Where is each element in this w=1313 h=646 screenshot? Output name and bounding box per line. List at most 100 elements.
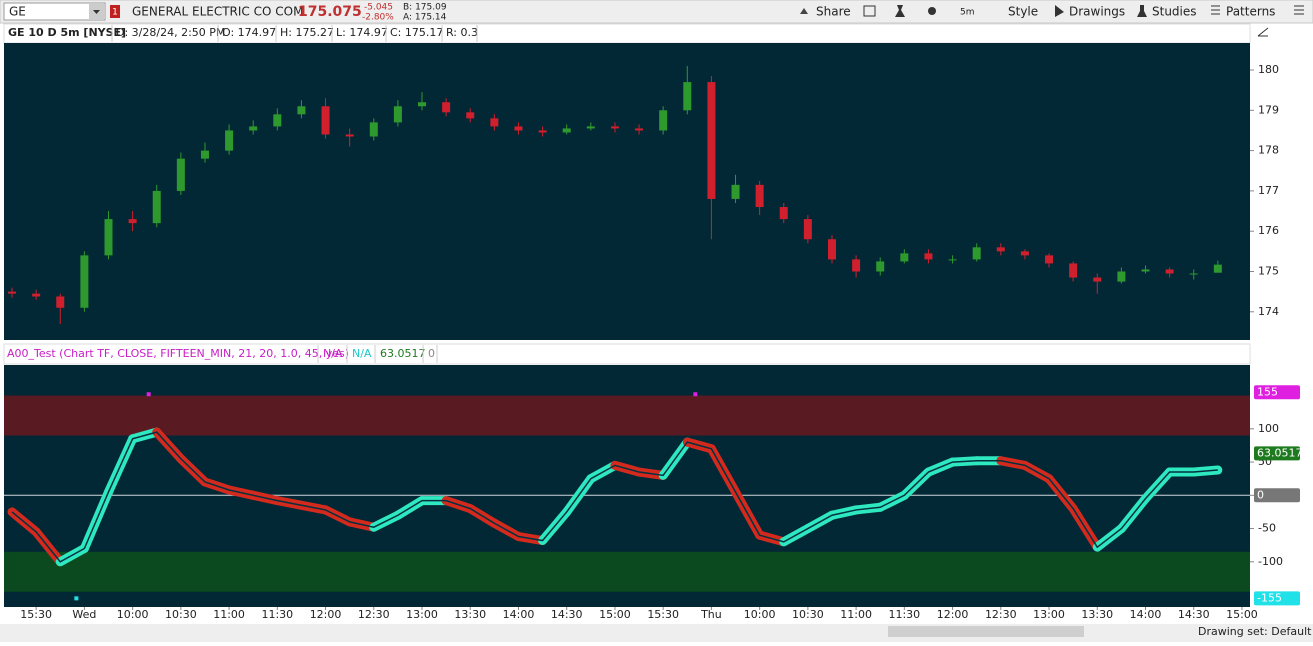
y-tick-label: 177 <box>1258 184 1279 197</box>
x-tick-label: 11:00 <box>840 608 872 621</box>
timeframe-button[interactable]: 5m <box>960 8 975 18</box>
candle-body <box>659 110 668 131</box>
candle-body <box>273 114 282 127</box>
y-tick-label: 180 <box>1258 63 1279 76</box>
candle-body <box>635 128 644 131</box>
candle-body <box>8 291 17 294</box>
x-tick-label: 14:00 <box>503 608 535 621</box>
candle-body <box>176 158 185 191</box>
zone <box>4 395 1250 436</box>
candle-body <box>707 82 716 199</box>
symbol[interactable]: GE <box>9 5 26 19</box>
value-badge <box>1254 385 1300 400</box>
candle-body <box>225 130 234 151</box>
candle-body <box>852 259 861 272</box>
candle-body <box>900 253 909 262</box>
x-tick-label: 15:00 <box>599 608 631 621</box>
x-tick-label: 11:30 <box>261 608 293 621</box>
ribbon-centerline <box>11 431 1218 563</box>
y-tick-label: -50 <box>1258 522 1276 535</box>
value-badge-label: -155 <box>1257 591 1282 604</box>
study-title: A00_Test (Chart TF, CLOSE, FIFTEEN_MIN, … <box>7 347 349 360</box>
x-tick-label: 14:30 <box>551 608 583 621</box>
x-tick-label: 12:00 <box>937 608 969 621</box>
candle-body <box>297 106 306 115</box>
study-plot-value: N/A <box>352 347 372 360</box>
x-tick-label: 10:30 <box>165 608 197 621</box>
bid: B: 175.09 <box>403 3 447 13</box>
candle-body <box>56 296 65 308</box>
value-badge <box>1254 591 1300 606</box>
x-tick-label: 13:00 <box>406 608 438 621</box>
candle-body <box>755 184 764 208</box>
style-button[interactable]: Style <box>1008 5 1038 19</box>
bar-close: C: 175.17 <box>390 26 443 39</box>
y-tick-label: 178 <box>1258 144 1279 157</box>
x-tick-label: 12:00 <box>310 608 342 621</box>
candle-body <box>514 126 523 131</box>
candle-body <box>610 126 619 129</box>
scrollbar[interactable] <box>888 626 1084 637</box>
x-tick-label: 14:00 <box>1130 608 1162 621</box>
candle-body <box>683 82 692 111</box>
drawing-set[interactable]: Drawing set: Default <box>1198 625 1312 638</box>
candle-body <box>803 219 812 240</box>
candle-body <box>442 102 451 113</box>
drawings-button[interactable]: Drawings <box>1069 5 1125 19</box>
bar-low: L: 174.97 <box>336 26 388 39</box>
candle-body <box>1045 255 1054 264</box>
candle-body <box>345 134 354 137</box>
alert-badge[interactable] <box>110 5 120 18</box>
x-tick-label: 13:30 <box>1081 608 1113 621</box>
company: GENERAL ELECTRIC CO COM <box>132 5 303 19</box>
candle-body <box>731 184 740 199</box>
change-pct: -2.80% <box>362 13 394 23</box>
candle-body <box>1141 269 1150 272</box>
study-plot-value: N/A <box>323 347 343 360</box>
signal-marker <box>693 392 698 397</box>
x-tick-label: 13:30 <box>454 608 486 621</box>
y-tick-label: 179 <box>1258 103 1279 116</box>
bar-open: O: 174.97 <box>222 26 276 39</box>
x-tick-label: 13:00 <box>1033 608 1065 621</box>
signal-marker <box>146 392 151 397</box>
chart-title: GE 10 D 5m [NYSE] <box>8 26 126 39</box>
x-tick-label: 10:00 <box>744 608 776 621</box>
candle-body <box>490 118 499 127</box>
y-tick-label: 176 <box>1258 224 1279 237</box>
candle-body <box>152 190 161 224</box>
candle-body <box>80 255 89 308</box>
study-plot-value: 63.0517 <box>380 347 426 360</box>
x-tick-label: Thu <box>700 608 722 621</box>
alert-count: 1 <box>112 8 118 18</box>
zone <box>4 551 1250 592</box>
study-plot-value: 0 <box>428 347 435 360</box>
candle-body <box>586 126 595 129</box>
patterns-button[interactable]: Patterns <box>1226 5 1275 19</box>
toolbar <box>0 0 1313 24</box>
y-tick-label: 175 <box>1258 264 1279 277</box>
x-tick-label: 15:00 <box>1226 608 1258 621</box>
x-tick-label: 11:30 <box>888 608 920 621</box>
candle-body <box>249 126 258 131</box>
y-tick-label: 100 <box>1258 422 1279 435</box>
value-badge-label: 63.0517 <box>1257 446 1303 459</box>
candle-body <box>1020 251 1029 256</box>
y-tick-label: -100 <box>1258 555 1283 568</box>
share-button[interactable]: Share <box>816 5 851 19</box>
value-badge <box>1254 446 1300 461</box>
candle-body <box>200 150 209 159</box>
candle-body <box>538 130 547 133</box>
candle-body <box>1069 263 1078 278</box>
candle-body <box>104 219 113 256</box>
candle-body <box>128 219 137 224</box>
studies-button[interactable]: Studies <box>1152 5 1197 19</box>
last-price: 175.075 <box>298 4 362 20</box>
x-tick-label: 14:30 <box>1178 608 1210 621</box>
x-tick-label: 15:30 <box>20 608 52 621</box>
candle-body <box>876 261 885 272</box>
symbol-box[interactable] <box>3 2 106 21</box>
candle-body <box>972 247 981 260</box>
candle-body <box>1165 269 1174 274</box>
